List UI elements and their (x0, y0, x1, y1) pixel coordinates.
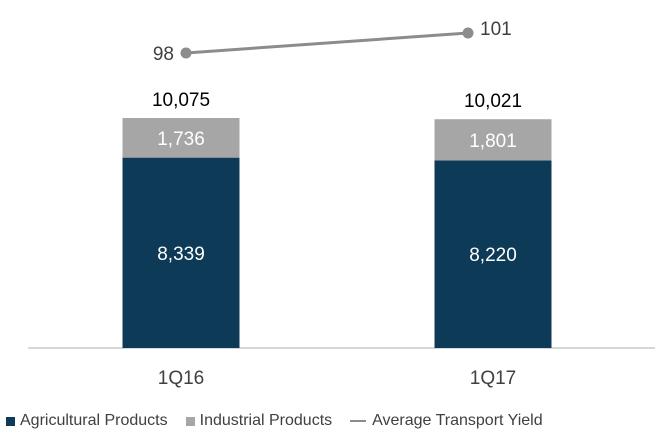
legend-label-industrial: Industrial Products (199, 412, 333, 429)
legend-item-agricultural: Agricultural Products (6, 412, 168, 430)
legend-label-agricultural: Agricultural Products (20, 412, 168, 429)
data-label-agricultural-1q16: 8,339 (157, 244, 205, 265)
bar-industrial-1q16 (122, 118, 240, 158)
category-label-1q16: 1Q16 (158, 368, 204, 389)
legend-label-transport-yield: Average Transport Yield (372, 412, 543, 429)
legend-swatch-agricultural (6, 416, 15, 426)
transport-yield-line (185, 31, 469, 55)
legend-item-transport-yield: Average Transport Yield (350, 412, 543, 430)
bar-industrial-1q17 (434, 119, 552, 161)
legend-item-industrial: Industrial Products (185, 412, 333, 430)
chart-legend: Agricultural Products Industrial Product… (6, 410, 660, 432)
transport-yield-label-1q16: 98 (153, 44, 174, 65)
legend-line-transport-yield (350, 420, 367, 422)
legend-swatch-industrial (185, 416, 195, 426)
transport-yield-point-1q17 (462, 27, 474, 39)
transport-yield-point-1q16 (180, 47, 192, 59)
bar-agricultural-1q17 (434, 160, 552, 348)
data-label-industrial-1q17: 1,801 (469, 131, 517, 152)
data-label-industrial-1q16: 1,736 (157, 129, 205, 150)
bar-agricultural-1q16 (122, 157, 240, 348)
data-label-agricultural-1q17: 8,220 (469, 245, 517, 266)
transport-yield-label-1q17: 101 (480, 19, 512, 40)
total-label-1q16: 10,075 (152, 90, 210, 111)
total-label-1q17: 10,021 (464, 91, 522, 112)
category-label-1q17: 1Q17 (470, 368, 516, 389)
